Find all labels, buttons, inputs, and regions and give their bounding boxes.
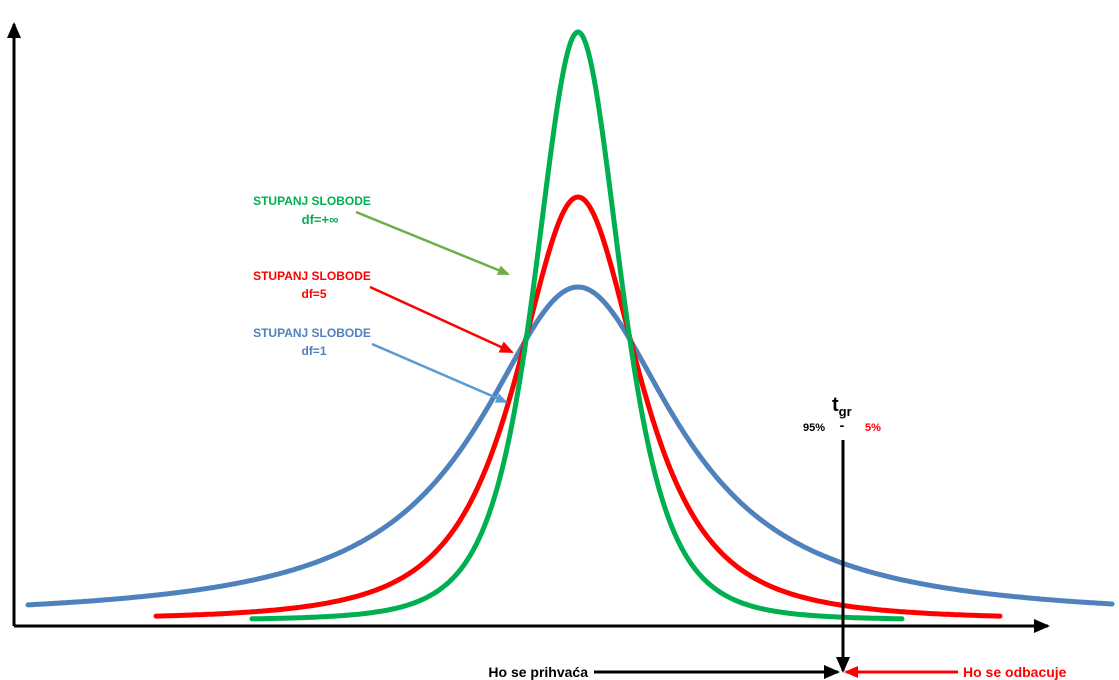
accept-label: Ho se prihvaća <box>488 664 588 680</box>
blue-label-arrow <box>371 342 508 404</box>
t-critical-main: t <box>832 394 839 416</box>
green-label-arrow <box>355 210 510 276</box>
t-critical-label: tgr <box>832 394 852 419</box>
percent-reject: 5% <box>865 422 881 434</box>
curve-df-infinity <box>249 29 905 622</box>
blue-curve-title: STUPANJ SLOBODE <box>253 326 371 340</box>
red-curve-title: STUPANJ SLOBODE <box>253 269 371 283</box>
red-curve-df: df=5 <box>301 287 326 301</box>
percent-accept: 95% <box>803 422 825 434</box>
reject-label: Ho se odbacuje <box>963 664 1067 680</box>
blue-curve-df: df=1 <box>301 344 326 358</box>
percent-dash: - <box>840 417 845 433</box>
green-curve-df: df=+∞ <box>302 212 339 227</box>
t-critical-subscript: gr <box>839 404 852 419</box>
red-label-arrow <box>369 285 514 354</box>
green-curve-title: STUPANJ SLOBODE <box>253 194 371 208</box>
curve-df-5 <box>153 194 1003 619</box>
curve-df-1 <box>25 284 1115 608</box>
